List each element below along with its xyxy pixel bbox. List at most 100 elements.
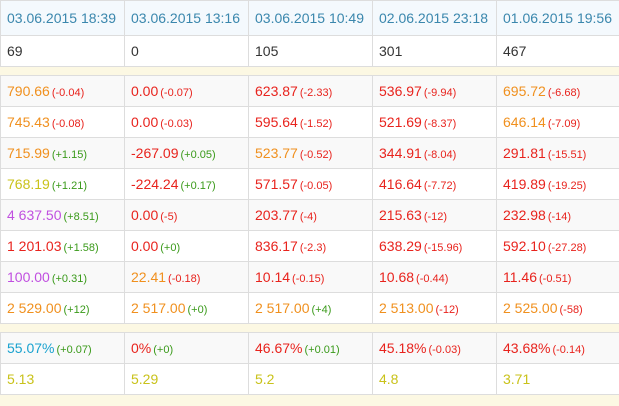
delta-text: (+0) xyxy=(153,344,174,356)
header-row-counts: 69 0 105 301 467 xyxy=(0,35,619,67)
value-text: 592.10 xyxy=(503,238,546,254)
value-text: 10.68 xyxy=(379,269,415,285)
value-text: 638.29 xyxy=(379,238,422,254)
value-text: 2 517.00 xyxy=(255,300,310,316)
delta-text: (-15.96) xyxy=(423,242,463,254)
table-row: 768.19 (+1.21) -224.24 (+0.17) 571.57 (-0.05)… xyxy=(0,168,619,200)
value-cell: 2 529.00 (+12) xyxy=(0,292,125,324)
value-cell: -224.24 (+0.17) xyxy=(124,168,249,200)
delta-text: (-0.03) xyxy=(160,118,193,130)
value-cell: 623.87 (-2.33) xyxy=(248,75,373,107)
delta-text: (+0) xyxy=(160,242,181,254)
delta-text: (-2.33) xyxy=(299,87,333,99)
value-text: 2 513.00 xyxy=(379,300,434,316)
section-spacer xyxy=(0,323,619,333)
delta-text: (-58) xyxy=(559,304,583,316)
value-cell: 3.71 xyxy=(496,363,619,395)
delta-text: (+0.31) xyxy=(51,273,87,285)
value-text: 2 525.00 xyxy=(503,300,558,316)
header-date-cell[interactable]: 03.06.2015 13:16 xyxy=(124,0,249,36)
delta-text: (+0.01) xyxy=(304,344,340,356)
delta-text: (-27.28) xyxy=(547,242,587,254)
delta-text: (-8.04) xyxy=(423,149,457,161)
value-cell: 100.00 (+0.31) xyxy=(0,261,125,293)
delta-text: (-19.25) xyxy=(547,180,587,192)
value-text: 344.91 xyxy=(379,145,422,161)
delta-text: (-8.37) xyxy=(423,118,457,130)
value-cell: 291.81 (-15.51) xyxy=(496,137,619,169)
value-cell: 715.99 (+1.15) xyxy=(0,137,125,169)
value-cell: 695.72 (-6.68) xyxy=(496,75,619,107)
value-text: 215.63 xyxy=(379,207,422,223)
delta-text: (-0.08) xyxy=(51,118,85,130)
value-text: 5.13 xyxy=(7,371,35,387)
value-cell: 1 201.03 (+1.58) xyxy=(0,230,125,262)
value-cell: 11.46 (-0.51) xyxy=(496,261,619,293)
delta-text: (-12) xyxy=(423,211,448,223)
header-date-cell[interactable]: 03.06.2015 10:49 xyxy=(248,0,373,36)
value-text: 11.46 xyxy=(503,269,537,285)
header-date-cell[interactable]: 01.06.2015 19:56 xyxy=(496,0,619,36)
value-cell: 836.17 (-2.3) xyxy=(248,230,373,262)
value-cell: 0.00 (-5) xyxy=(124,199,249,231)
value-cell: 768.19 (+1.21) xyxy=(0,168,125,200)
value-text: 46.67% xyxy=(255,340,303,356)
count-cell: 0 xyxy=(124,35,249,67)
value-text: 4.8 xyxy=(379,371,399,387)
value-cell: -267.09 (+0.05) xyxy=(124,137,249,169)
value-text: 43.68% xyxy=(503,340,551,356)
header-date-cell[interactable]: 02.06.2015 23:18 xyxy=(372,0,497,36)
value-cell: 0.00 (-0.03) xyxy=(124,106,249,138)
value-text: 203.77 xyxy=(255,207,298,223)
delta-text: (+0.05) xyxy=(180,149,216,161)
delta-text: (-0.15) xyxy=(292,273,325,285)
value-text: 836.17 xyxy=(255,238,298,254)
value-text: 623.87 xyxy=(255,83,298,99)
value-text: 790.66 xyxy=(7,83,50,99)
delta-text: (-6.68) xyxy=(547,87,581,99)
value-text: 571.57 xyxy=(255,176,298,192)
delta-text: (-7.72) xyxy=(423,180,457,192)
header-date-cell[interactable]: 03.06.2015 18:39 xyxy=(0,0,125,36)
value-text: 2 517.00 xyxy=(131,300,186,316)
value-text: 419.89 xyxy=(503,176,546,192)
value-cell: 215.63 (-12) xyxy=(372,199,497,231)
value-cell: 0% (+0) xyxy=(124,332,249,364)
value-cell: 0.00 (+0) xyxy=(124,230,249,262)
delta-text: (+0.17) xyxy=(180,180,216,192)
value-cell: 203.77 (-4) xyxy=(248,199,373,231)
delta-text: (+8.51) xyxy=(63,211,99,223)
value-text: 232.98 xyxy=(503,207,546,223)
value-cell: 646.14 (-7.09) xyxy=(496,106,619,138)
value-cell: 22.41 (-0.18) xyxy=(124,261,249,293)
value-text: -224.24 xyxy=(131,176,179,192)
value-text: 536.97 xyxy=(379,83,422,99)
value-cell: 745.43 (-0.08) xyxy=(0,106,125,138)
value-cell: 46.67% (+0.01) xyxy=(248,332,373,364)
value-cell: 2 525.00 (-58) xyxy=(496,292,619,324)
delta-text: (-0.14) xyxy=(552,344,585,356)
value-text: 0.00 xyxy=(131,207,159,223)
table-row: 2 529.00 (+12) 2 517.00 (+0) 2 517.00 (+4) 2 5… xyxy=(0,292,619,324)
delta-text: (-0.04) xyxy=(51,87,85,99)
delta-text: (-0.52) xyxy=(299,149,333,161)
delta-text: (+12) xyxy=(63,304,90,316)
table-row: 1 201.03 (+1.58) 0.00 (+0) 836.17 (-2.3) 638.2… xyxy=(0,230,619,262)
value-cell: 419.89 (-19.25) xyxy=(496,168,619,200)
value-text: 715.99 xyxy=(7,145,50,161)
value-cell: 571.57 (-0.05) xyxy=(248,168,373,200)
table-row: 4 637.50 (+8.51) 0.00 (-5) 203.77 (-4) 215.63(… xyxy=(0,199,619,231)
value-cell: 232.98 (-14) xyxy=(496,199,619,231)
count-cell: 105 xyxy=(248,35,373,67)
table-row: 745.43 (-0.08) 0.00 (-0.03) 595.64 (-1.52) 521… xyxy=(0,106,619,138)
value-text: 22.41 xyxy=(131,269,167,285)
value-text: 0.00 xyxy=(131,83,159,99)
value-cell: 344.91 (-8.04) xyxy=(372,137,497,169)
value-cell: 521.69 (-8.37) xyxy=(372,106,497,138)
value-text: 768.19 xyxy=(7,176,50,192)
value-text: 523.77 xyxy=(255,145,298,161)
value-cell: 2 517.00 (+0) xyxy=(124,292,249,324)
value-text: 0% xyxy=(131,340,152,356)
value-cell: 5.29 xyxy=(124,363,249,395)
section-spacer xyxy=(0,66,619,76)
